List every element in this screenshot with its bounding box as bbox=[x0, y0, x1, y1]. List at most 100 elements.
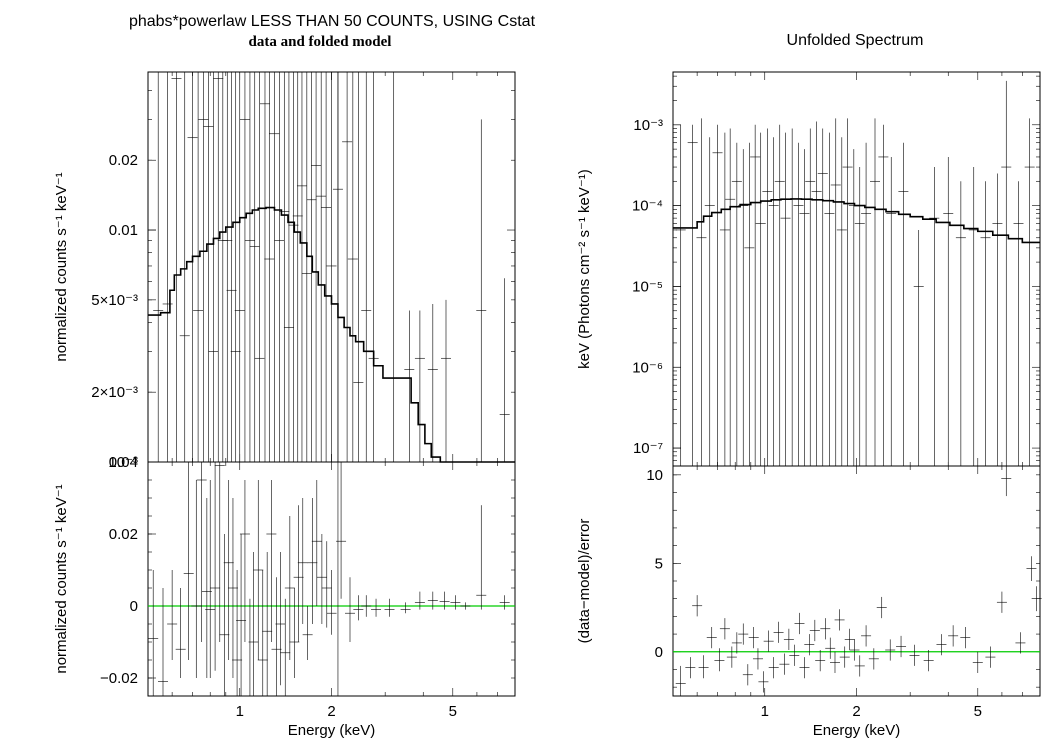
data-point bbox=[311, 480, 322, 606]
data-point bbox=[985, 646, 996, 668]
data-point bbox=[719, 618, 730, 640]
data-point bbox=[153, 72, 164, 462]
y-tick-label: 10⁻⁵ bbox=[632, 278, 663, 295]
data-point bbox=[896, 635, 907, 658]
data-point bbox=[450, 595, 461, 610]
data-point bbox=[371, 598, 382, 617]
data-point bbox=[288, 72, 299, 462]
data-point bbox=[738, 623, 749, 645]
data-point bbox=[284, 516, 295, 660]
data-point bbox=[755, 132, 766, 466]
y-tick-label: 0.04 bbox=[109, 454, 138, 471]
data-point bbox=[752, 648, 763, 670]
data-point bbox=[783, 628, 794, 650]
data-point bbox=[936, 634, 947, 656]
data-point bbox=[948, 625, 959, 647]
data-point bbox=[259, 72, 270, 462]
data-point bbox=[748, 627, 759, 649]
data-point bbox=[742, 664, 753, 686]
data-point bbox=[302, 606, 313, 660]
data-point bbox=[368, 72, 379, 462]
y-tick-label: 10 bbox=[646, 467, 663, 484]
data-point bbox=[266, 480, 277, 642]
data-point bbox=[1001, 466, 1012, 497]
data-point bbox=[861, 142, 872, 466]
data-point bbox=[388, 72, 399, 462]
data-point bbox=[269, 72, 280, 462]
data-point bbox=[815, 650, 826, 672]
data-point bbox=[799, 657, 810, 679]
data-point bbox=[230, 72, 241, 462]
data-point bbox=[774, 124, 785, 466]
data-point bbox=[780, 132, 791, 466]
data-point bbox=[980, 181, 991, 466]
data-point bbox=[384, 598, 395, 617]
data-point bbox=[794, 612, 805, 635]
data-point bbox=[499, 595, 510, 610]
y-tick-label: 5 bbox=[655, 555, 663, 572]
y-tick-label: 0.02 bbox=[109, 152, 138, 169]
data-point bbox=[849, 639, 860, 661]
panel-right-bottom: 0 5 10 1 2 5 (data−model)/error Energy (keV) bbox=[576, 465, 1042, 739]
y-axis-label: keV (Photons cm⁻² s⁻¹ keV⁻¹) bbox=[576, 169, 593, 369]
data-point bbox=[809, 619, 820, 642]
data-point bbox=[214, 462, 225, 642]
data-point bbox=[842, 118, 853, 466]
data-point bbox=[342, 72, 353, 462]
data-point bbox=[817, 128, 828, 466]
y-axis-label: normalized counts s⁻¹ keV⁻¹ bbox=[53, 172, 70, 361]
data-point bbox=[203, 72, 214, 462]
data-point bbox=[460, 602, 471, 610]
data-point bbox=[836, 137, 847, 466]
data-point bbox=[332, 72, 343, 462]
data-point bbox=[820, 618, 831, 640]
data-point bbox=[292, 72, 303, 462]
data-point bbox=[750, 124, 761, 466]
data-point bbox=[353, 595, 364, 621]
data-point bbox=[226, 72, 237, 462]
title-left: phabs*powerlaw LESS THAN 50 COUNTS, USIN… bbox=[129, 13, 536, 30]
plot-frame bbox=[672, 71, 1041, 467]
data-point bbox=[955, 181, 966, 466]
data-point bbox=[244, 72, 255, 462]
panel-left-bottom: −0.02 0 0.02 0.04 1 2 5 normalized counts s⁻¹ k… bbox=[53, 454, 516, 739]
data-point bbox=[301, 72, 312, 462]
x-tick-label: 1 bbox=[761, 703, 769, 720]
model-curve bbox=[673, 198, 1040, 244]
data-point bbox=[696, 118, 707, 466]
data-point bbox=[253, 480, 264, 660]
data-point bbox=[183, 462, 194, 660]
data-point bbox=[232, 570, 243, 696]
data-point bbox=[731, 142, 742, 466]
x-axis-label: Energy (keV) bbox=[288, 722, 376, 739]
data-point bbox=[692, 595, 703, 617]
data-point bbox=[968, 167, 979, 466]
data-point bbox=[271, 577, 282, 696]
data-point bbox=[239, 72, 250, 462]
data-point bbox=[868, 648, 879, 670]
data-point bbox=[353, 72, 364, 462]
data-point bbox=[326, 570, 337, 635]
plot-frame bbox=[672, 465, 1041, 697]
data-point bbox=[787, 128, 798, 466]
data-point bbox=[296, 72, 307, 462]
data-point bbox=[427, 303, 438, 462]
data-point bbox=[316, 72, 327, 462]
data-point bbox=[476, 505, 487, 610]
data-point bbox=[804, 634, 815, 656]
data-point bbox=[811, 121, 822, 466]
data-point bbox=[316, 534, 327, 624]
data-point bbox=[361, 72, 372, 462]
data-point bbox=[861, 625, 872, 647]
data-point bbox=[758, 671, 769, 693]
data-point bbox=[198, 72, 209, 462]
data-point bbox=[239, 480, 250, 642]
data-point bbox=[167, 570, 178, 660]
data-point bbox=[306, 72, 317, 462]
y-tick-label: 0.02 bbox=[109, 526, 138, 543]
data-point bbox=[171, 72, 182, 462]
y-tick-label: −0.02 bbox=[100, 670, 138, 687]
data-point bbox=[876, 596, 887, 619]
x-axis-label: Energy (keV) bbox=[813, 722, 901, 739]
data-point bbox=[1031, 586, 1042, 612]
